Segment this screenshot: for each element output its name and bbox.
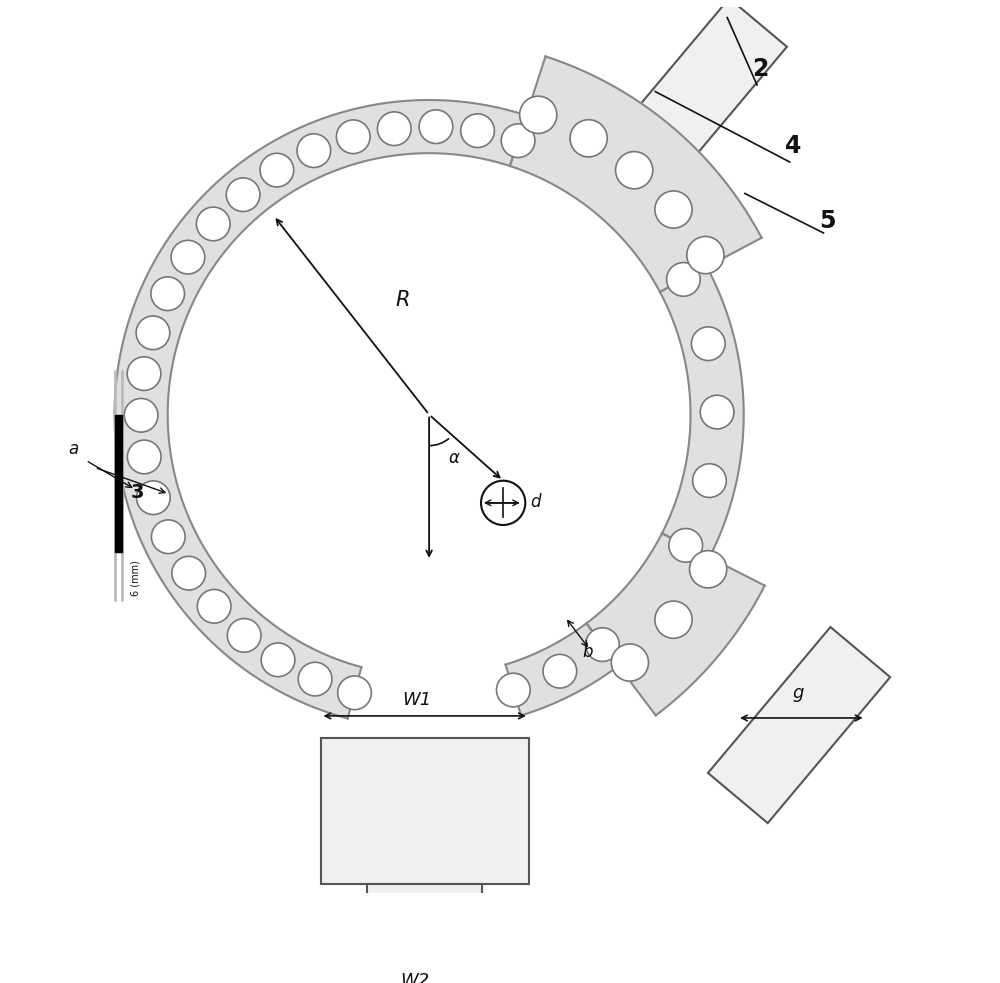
Circle shape — [586, 628, 619, 662]
Circle shape — [691, 327, 725, 361]
Circle shape — [197, 590, 231, 623]
Polygon shape — [660, 267, 744, 557]
Circle shape — [419, 110, 453, 144]
Polygon shape — [506, 623, 618, 716]
Text: R: R — [396, 290, 410, 311]
Circle shape — [261, 643, 295, 676]
Circle shape — [338, 676, 371, 710]
Circle shape — [655, 191, 692, 228]
Text: α: α — [449, 449, 460, 467]
Polygon shape — [115, 100, 526, 719]
Bar — [367, 885, 482, 983]
Text: a: a — [68, 440, 78, 458]
Circle shape — [496, 673, 530, 707]
Text: 2: 2 — [753, 57, 769, 81]
Circle shape — [693, 464, 726, 497]
Bar — [641, 0, 787, 152]
Circle shape — [297, 134, 331, 167]
Circle shape — [543, 655, 577, 688]
Circle shape — [127, 357, 161, 390]
Polygon shape — [586, 534, 765, 716]
Circle shape — [151, 277, 185, 311]
Circle shape — [136, 316, 170, 350]
Circle shape — [298, 663, 332, 696]
Text: 4: 4 — [785, 134, 802, 158]
Circle shape — [690, 550, 727, 588]
Circle shape — [172, 556, 206, 590]
Circle shape — [196, 207, 230, 241]
Text: W1: W1 — [403, 691, 432, 710]
Circle shape — [151, 520, 185, 553]
Text: 3: 3 — [130, 483, 144, 501]
Circle shape — [616, 151, 653, 189]
Polygon shape — [510, 56, 762, 292]
Text: 6 (mm): 6 (mm) — [130, 560, 140, 597]
Circle shape — [501, 124, 535, 157]
Circle shape — [260, 153, 294, 187]
Text: d: d — [530, 493, 540, 511]
Text: 5: 5 — [819, 209, 836, 234]
Text: W2: W2 — [400, 971, 429, 983]
Circle shape — [377, 112, 411, 145]
Circle shape — [336, 120, 370, 153]
Circle shape — [669, 529, 703, 562]
Circle shape — [137, 481, 170, 514]
Circle shape — [227, 618, 261, 652]
Circle shape — [667, 262, 700, 296]
Circle shape — [520, 96, 557, 134]
Circle shape — [700, 395, 734, 429]
Text: g: g — [792, 684, 804, 703]
Circle shape — [226, 178, 260, 211]
Bar — [321, 738, 529, 885]
Circle shape — [461, 114, 494, 147]
Circle shape — [127, 440, 161, 474]
Circle shape — [611, 644, 648, 681]
Circle shape — [655, 601, 692, 638]
Circle shape — [124, 398, 158, 433]
Bar — [708, 627, 890, 823]
Circle shape — [570, 120, 607, 157]
Circle shape — [171, 240, 205, 274]
Circle shape — [481, 481, 525, 525]
Text: b: b — [583, 643, 593, 661]
Circle shape — [687, 237, 724, 273]
